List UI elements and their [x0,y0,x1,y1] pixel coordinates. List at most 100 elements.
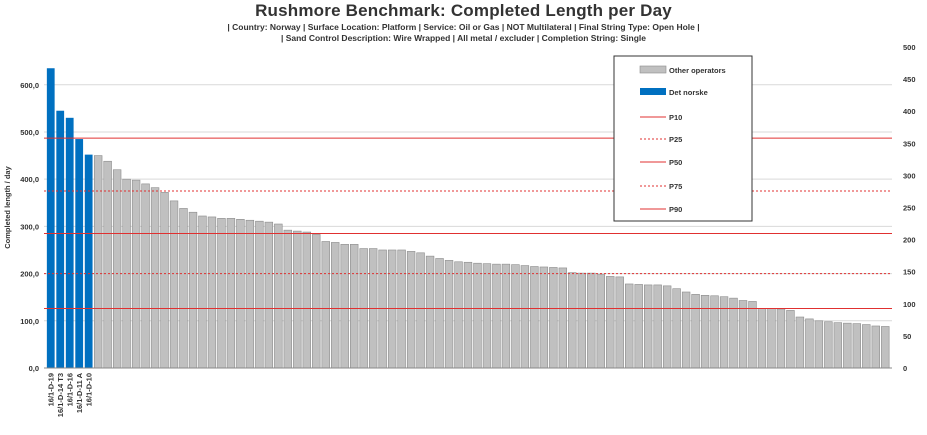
bar [454,261,463,369]
bar [331,242,340,369]
y2-tick-label: 150 [903,268,916,277]
x-tick-label: 16/1-D-14 T3 [56,373,65,417]
bar [795,316,805,369]
bar [293,230,302,369]
bar [217,218,226,369]
bar [406,251,416,369]
y-axis-title: Completed length / day [3,165,12,248]
legend-box [613,55,753,222]
bar [691,294,700,369]
y2-tick-label: 100 [903,300,916,309]
bar [549,267,558,369]
y2-tick-label: 250 [903,204,916,213]
bar [776,308,786,369]
bar [255,220,264,369]
bar [350,244,359,369]
bar [824,321,833,369]
bar [236,219,245,369]
y-tick-label: 0,0 [29,364,39,373]
bar [615,276,624,369]
bar [662,285,672,369]
bar [738,300,748,369]
bar [511,264,520,369]
bar [245,219,255,369]
y2-tick-label: 200 [903,236,916,245]
x-tick-label: 16/1-D-10 [85,373,94,406]
bar [501,263,511,369]
bar [577,272,586,369]
bar [482,263,492,369]
bar [492,263,501,369]
bar [843,322,852,369]
legend-label: P90 [669,205,682,214]
bar [833,322,843,369]
bar [606,276,615,369]
bar [435,258,444,369]
bar [719,296,729,369]
x-tick-label: 16/1-D-19 [47,373,56,406]
bar [93,155,103,369]
bar [264,221,274,369]
bar [169,200,179,369]
legend-swatch [639,65,667,74]
legend-label: P50 [669,158,682,167]
y-tick-label: 500,0 [20,128,39,137]
x-tick-label: 16/1-D-16 [66,373,75,406]
bar [767,308,776,369]
bar [653,284,662,369]
bar [141,183,150,369]
y-tick-label: 100,0 [20,317,39,326]
legend-label: Det norske [669,88,708,97]
bar [463,261,473,369]
bar [302,231,311,369]
bar [852,323,861,369]
bar [112,169,122,369]
legend-label: P75 [669,182,682,191]
bar [520,265,530,369]
bar [814,320,824,369]
bar [75,139,84,368]
y2-tick-label: 50 [903,332,911,341]
bar [596,274,605,369]
bar [321,241,330,369]
legend-label: Other operators [669,66,726,75]
y2-tick-label: 0 [903,364,907,373]
bar [274,223,283,369]
y2-tick-label: 400 [903,107,916,116]
bar [587,272,596,369]
y2-tick-label: 300 [903,171,916,180]
bar [473,262,482,369]
bar [56,110,65,369]
bar [805,318,814,369]
bar [871,325,880,369]
y2-tick-label: 450 [903,75,916,84]
bar [625,283,634,369]
legend-label: P25 [669,135,682,144]
bar [198,215,207,369]
bar [634,284,643,369]
bar [425,255,435,369]
y-tick-label: 600,0 [20,81,39,90]
chart-subtitle-line-2: | Sand Control Description: Wire Wrapped… [280,33,647,43]
bar [340,244,349,369]
bar [681,291,691,369]
bar [568,272,577,369]
bar [283,229,293,369]
bar [188,211,198,369]
chart-title: Rushmore Benchmark: Completed Length per… [255,1,672,20]
legend-label: P10 [669,113,682,122]
bar [84,154,93,368]
bar [103,160,112,369]
legend-swatch [640,88,666,95]
bar [444,260,454,369]
bar [179,208,188,369]
y2-tick-label: 350 [903,139,916,148]
bar [226,218,236,369]
y-tick-label: 400,0 [20,175,39,184]
bar [160,192,169,369]
bar [539,266,549,369]
bar [416,252,425,369]
bar [207,216,217,369]
bar [150,187,160,369]
